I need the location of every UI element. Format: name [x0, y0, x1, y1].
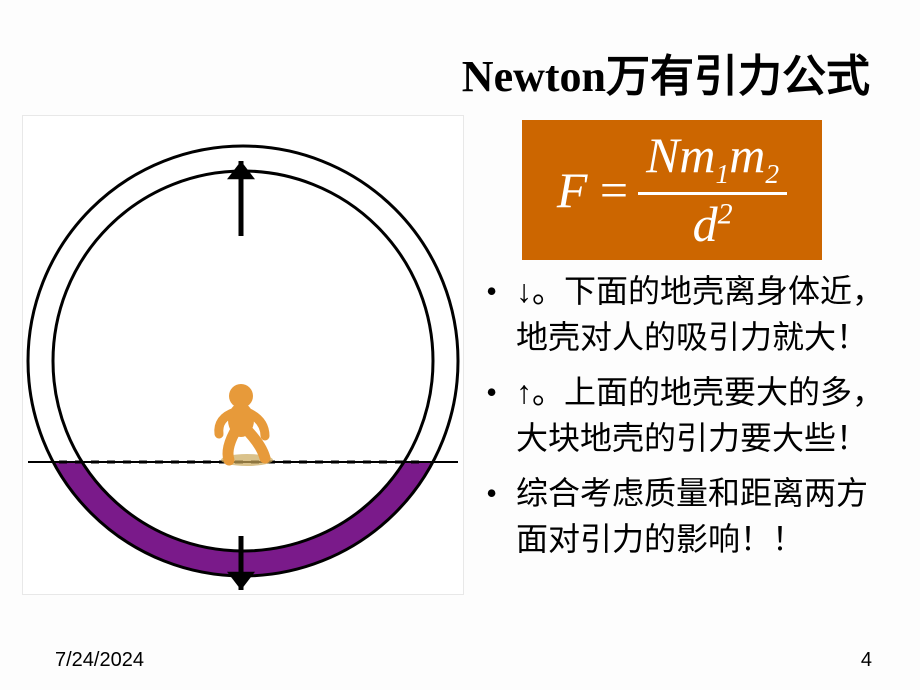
gravity-formula: F = Nm1m2 d2 [557, 128, 787, 251]
formula-box: F = Nm1m2 d2 [522, 120, 822, 260]
bullet-item: ↓。下面的地壳离身体近，地壳对人的吸引力就大！ [480, 268, 895, 361]
formula-denominator: d2 [693, 195, 733, 252]
formula-lhs: F = [557, 161, 628, 219]
bullet-item: 综合考虑质量和距离两方面对引力的影响！！ [480, 470, 895, 563]
bullet-list: ↓。下面的地壳离身体近，地壳对人的吸引力就大！ ↑。上面的地壳要大的多，大块地壳… [480, 268, 895, 570]
slide-title: Newton万有引力公式 [462, 40, 870, 104]
slide: Newton万有引力公式 F = Nm1m2 d2 ↓。下面的地壳离身体近，地壳… [0, 0, 920, 690]
formula-numerator: Nm1m2 [638, 128, 787, 194]
footer-page-number: 4 [861, 649, 872, 672]
footer-date: 7/24/2024 [55, 649, 144, 672]
formula-fraction: Nm1m2 d2 [638, 128, 787, 251]
bullet-item: ↑。上面的地壳要大的多，大块地壳的引力要大些！ [480, 369, 895, 462]
diagram-svg [23, 116, 463, 594]
hollow-earth-diagram [22, 115, 464, 595]
